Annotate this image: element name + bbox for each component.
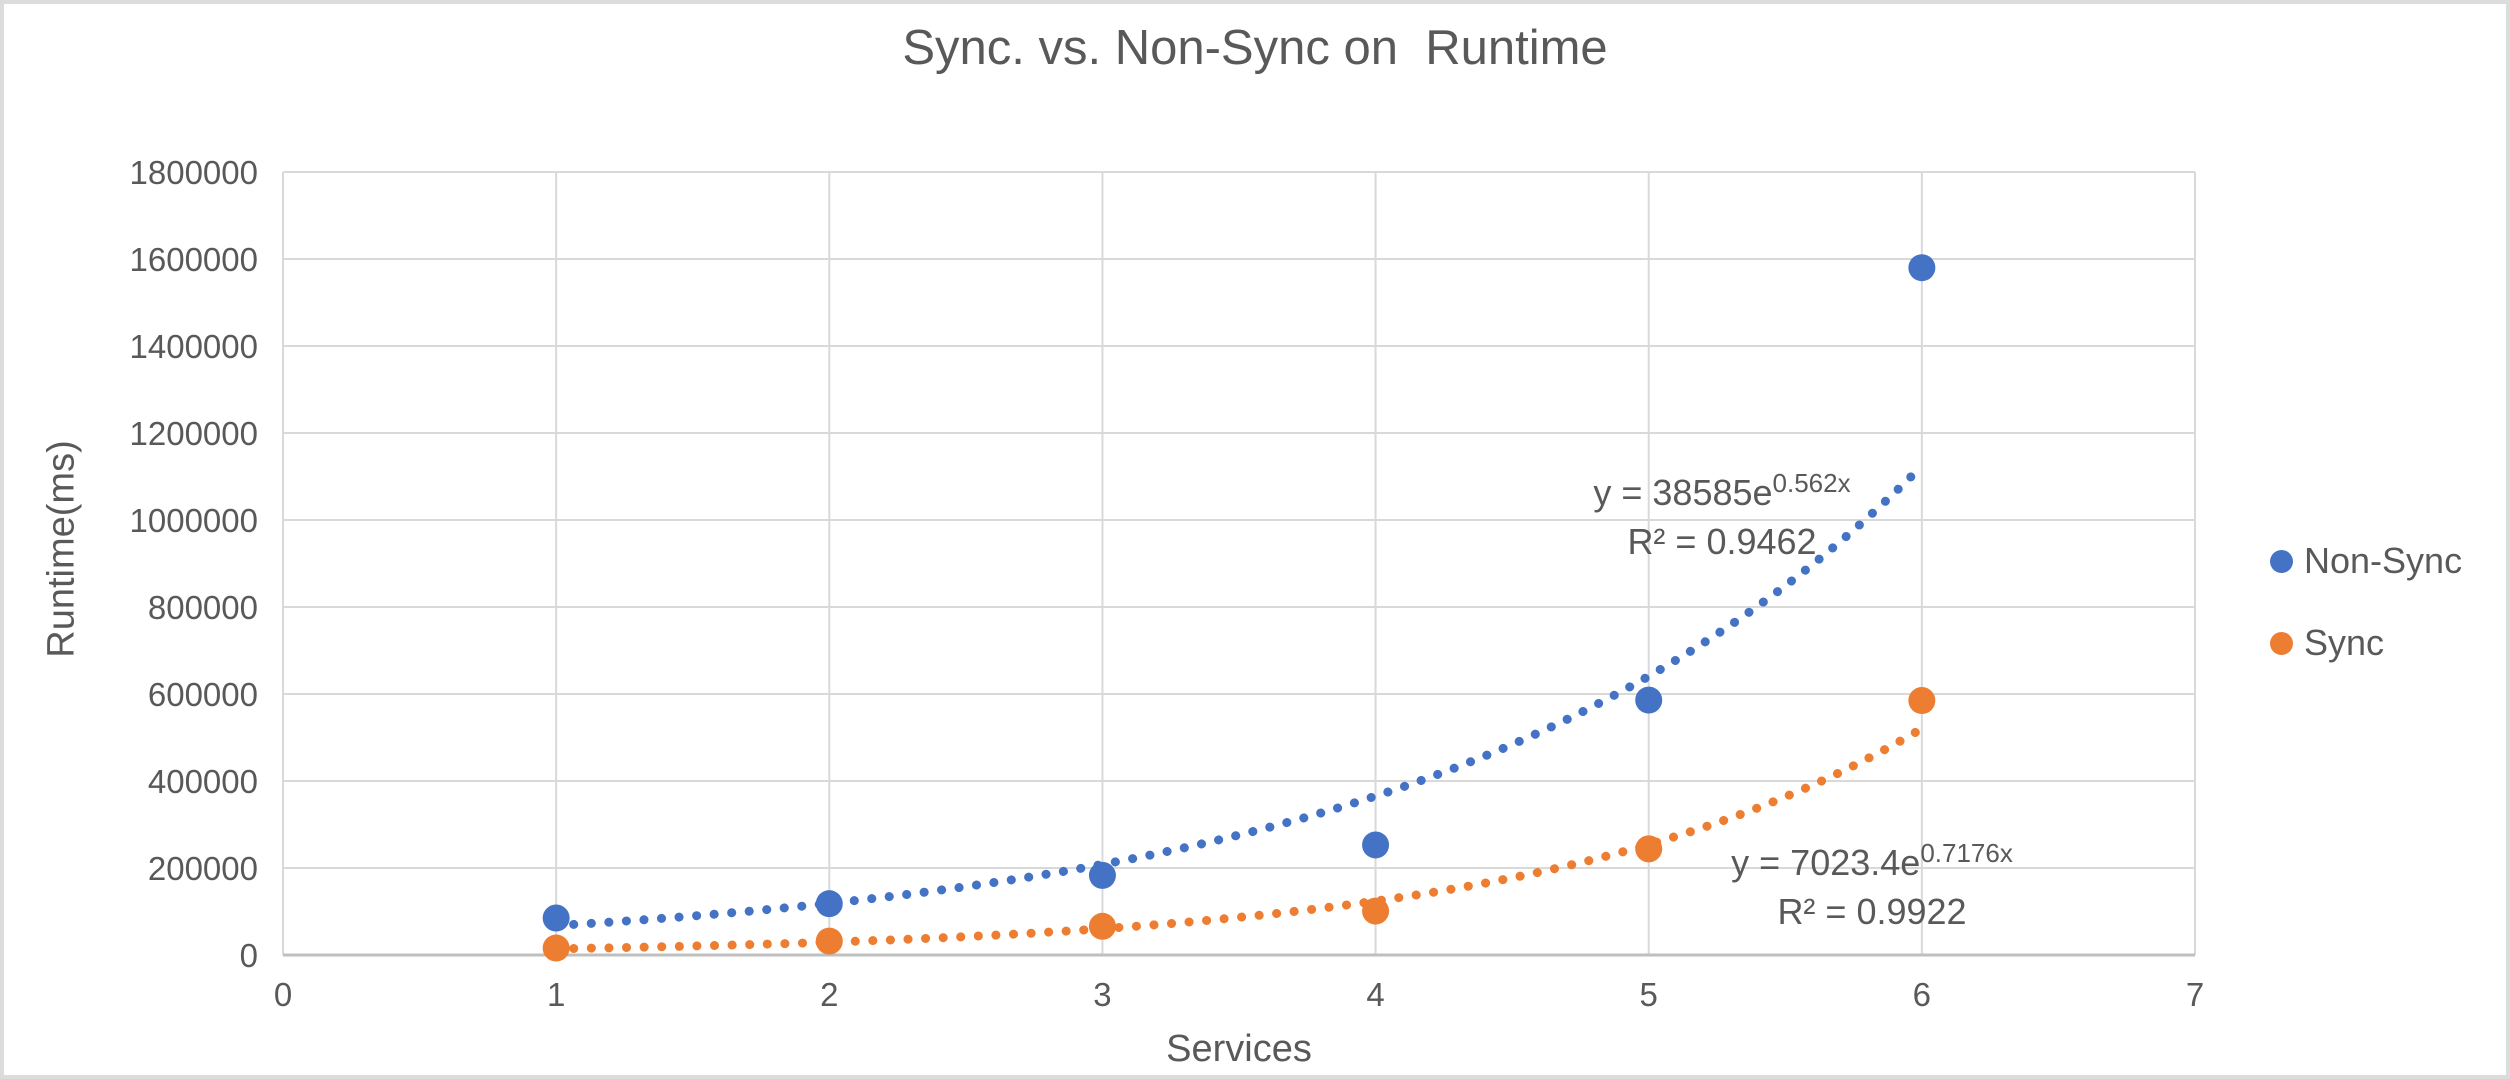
y-tick-label: 1000000 — [130, 502, 258, 539]
data-point-non-sync — [1362, 831, 1390, 859]
data-point-sync — [1908, 687, 1936, 715]
trendline-non-sync — [551, 461, 1927, 931]
x-tick-label: 3 — [1093, 976, 1111, 1013]
y-tick-label: 1400000 — [130, 328, 258, 365]
equation-base-sync: y = 7023.4e — [1731, 842, 1921, 883]
data-point-non-sync — [1088, 861, 1116, 889]
equation-base-non-sync: y = 38585e — [1593, 472, 1773, 513]
data-point-sync — [815, 927, 843, 955]
trendline-r2-sync: R² = 0.9922 — [1777, 891, 1967, 932]
equation-exponent-non-sync: 0.562x — [1772, 468, 1851, 498]
chart-title: Sync. vs. Non-Sync on Runtime — [902, 21, 1608, 75]
y-tick-label: 1600000 — [130, 241, 258, 278]
trendline-equation-sync: y = 7023.4e0.7176x R² = 0.9922 — [1682, 838, 2062, 936]
trendline-sync — [551, 724, 1927, 954]
y-tick-label: 600000 — [148, 676, 258, 713]
trendline-r2-non-sync: R² = 0.9462 — [1627, 521, 1817, 562]
legend-label-non-sync: Non-Sync — [2304, 540, 2463, 581]
x-tick-label: 6 — [1913, 976, 1931, 1013]
data-point-sync — [542, 934, 570, 962]
trendline-equation-non-sync: y = 38585e0.562x R² = 0.9462 — [1532, 468, 1912, 566]
data-point-sync — [1362, 897, 1390, 925]
data-point-non-sync — [1635, 686, 1663, 714]
x-tick-label: 7 — [2186, 976, 2204, 1013]
y-tick-label: 800000 — [148, 589, 258, 626]
legend-marker-non-sync-icon — [2270, 549, 2293, 573]
legend-marker-sync-icon — [2270, 631, 2293, 655]
trendline-equation-sync-formula: y = 7023.4e0.7176x — [1682, 838, 2062, 887]
y-tick-label: 1200000 — [130, 415, 258, 452]
x-tick-label: 5 — [1640, 976, 1658, 1013]
data-point-sync — [1088, 912, 1116, 940]
legend-item-sync: Sync — [2270, 622, 2462, 664]
x-tick-label: 2 — [820, 976, 838, 1013]
equation-exponent-sync: 0.7176x — [1920, 838, 2013, 868]
trendline-equation-non-sync-formula: y = 38585e0.562x — [1532, 468, 1912, 517]
legend: Non-Sync Sync — [2270, 540, 2462, 704]
legend-item-non-sync: Non-Sync — [2270, 540, 2462, 582]
data-point-non-sync — [815, 890, 843, 918]
data-point-non-sync — [542, 904, 570, 932]
plot-area: 0 200000 400000 600000 800000 1000000 1200000 1… — [130, 154, 2205, 1013]
y-tick-label: 400000 — [148, 763, 258, 800]
x-axis-title: Services — [1166, 1028, 1312, 1070]
x-tick-label: 4 — [1366, 976, 1384, 1013]
y-tick-label: 1800000 — [130, 154, 258, 191]
x-tick-label: 0 — [274, 976, 292, 1013]
y-tick-label: 200000 — [148, 850, 258, 887]
y-tick-label: 0 — [240, 937, 258, 974]
data-point-non-sync — [1908, 254, 1936, 282]
x-tick-label: 1 — [547, 976, 565, 1013]
data-point-sync — [1635, 835, 1663, 863]
legend-label-sync: Sync — [2304, 622, 2385, 663]
